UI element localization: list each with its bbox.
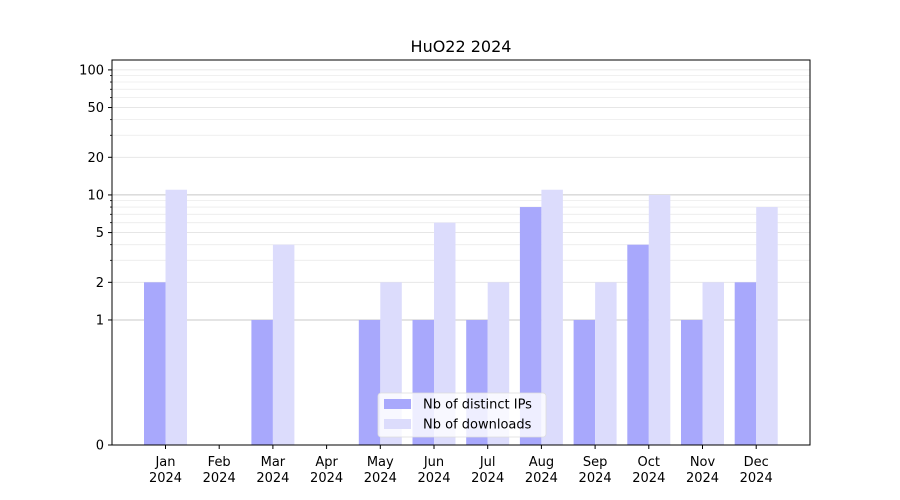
y-axis: 0 1 2 5 10 20 50 100	[79, 63, 112, 454]
x-tick-label-month: Dec	[744, 455, 769, 470]
x-tick-label-month: Apr	[315, 455, 338, 470]
plot-frame	[111, 59, 811, 446]
chart-title: HuO22 2024	[411, 37, 512, 56]
x-axis: Jan2024Feb2024Mar2024Apr2024May2024Jun20…	[149, 445, 773, 486]
x-tick-label-month: Jan	[154, 455, 175, 470]
x-tick-label-month: Sep	[583, 455, 608, 470]
bar-distinct-ips	[734, 282, 757, 445]
x-tick-label-year: 2024	[686, 471, 719, 486]
legend-label: Nb of distinct IPs	[423, 398, 532, 413]
bar-distinct-ips	[358, 319, 381, 445]
bar-distinct-ips	[627, 244, 649, 445]
x-tick-label-year: 2024	[632, 471, 665, 486]
y-tick-label: 2	[96, 276, 104, 291]
legend: Nb of distinct IPs Nb of downloads	[377, 392, 547, 438]
x-tick-label-year: 2024	[256, 471, 289, 486]
bar-downloads	[648, 194, 671, 445]
grid	[112, 69, 810, 446]
legend-label: Nb of downloads	[423, 418, 532, 433]
x-tick-label-year: 2024	[525, 471, 558, 486]
legend-swatch	[384, 419, 411, 429]
bar-downloads	[756, 207, 778, 445]
x-tick-label-month: May	[367, 455, 394, 470]
x-tick-label-month: Mar	[261, 455, 286, 470]
bar-distinct-ips	[519, 207, 542, 445]
x-tick-label-month: Jul	[479, 455, 496, 470]
x-tick-label-year: 2024	[417, 471, 450, 486]
x-tick-label-month: Jun	[423, 455, 444, 470]
x-tick-label-month: Feb	[208, 455, 231, 470]
bar-distinct-ips	[251, 319, 273, 445]
bar-downloads	[541, 189, 563, 445]
legend-swatch	[384, 399, 411, 409]
bar-downloads	[595, 282, 617, 445]
y-tick-label: 20	[87, 151, 104, 166]
y-tick-label: 100	[79, 63, 104, 78]
x-tick-label-month: Oct	[638, 455, 660, 470]
x-tick-label-month: Aug	[529, 455, 554, 470]
x-tick-label-year: 2024	[579, 471, 612, 486]
x-tick-label-year: 2024	[149, 471, 182, 486]
bar-distinct-ips	[144, 282, 166, 445]
bar-downloads	[702, 282, 724, 445]
legend-box	[377, 392, 547, 438]
x-tick-label-year: 2024	[310, 471, 343, 486]
y-tick-label: 5	[96, 226, 104, 241]
bar-downloads	[272, 244, 295, 445]
x-tick-label-year: 2024	[364, 471, 397, 486]
bar-distinct-ips	[681, 319, 703, 445]
x-tick-label-year: 2024	[740, 471, 773, 486]
y-tick-label: 50	[87, 101, 104, 116]
x-tick-label-year: 2024	[471, 471, 504, 486]
bar-distinct-ips	[573, 319, 596, 445]
bar-downloads	[165, 189, 187, 445]
y-tick-label: 0	[96, 439, 104, 454]
y-tick-label: 1	[96, 313, 104, 328]
x-tick-label-month: Nov	[690, 455, 716, 470]
bar-downloads	[434, 222, 456, 445]
y-tick-label: 10	[87, 188, 104, 203]
x-tick-label-year: 2024	[203, 471, 236, 486]
